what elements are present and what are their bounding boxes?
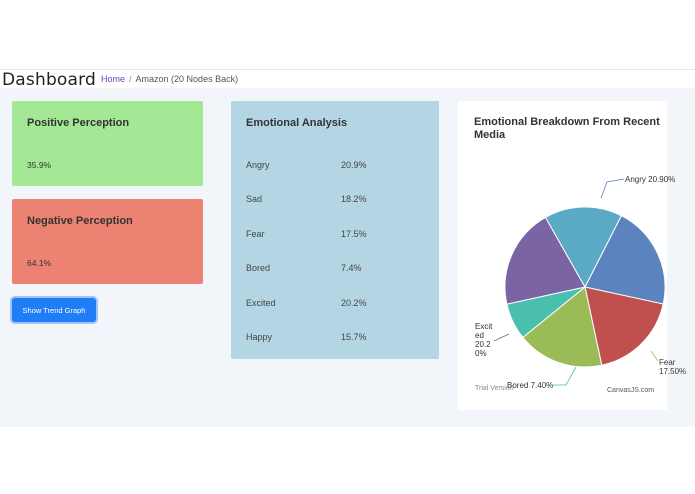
breadcrumb-current: Amazon (20 Nodes Back) xyxy=(135,74,239,84)
excited-label-line-1: Excit xyxy=(475,322,493,331)
emotion-name: Happy xyxy=(246,332,273,342)
negative-perception-value: 64.1% xyxy=(27,258,52,268)
emotion-row: Angry 20.9% xyxy=(246,160,426,174)
pie-slice-angry[interactable] xyxy=(584,215,666,305)
emotion-percent: 18.2% xyxy=(341,194,367,204)
breadcrumb-home-link[interactable]: Home xyxy=(101,74,126,84)
pie-slice-fear[interactable] xyxy=(522,286,603,368)
bored-data-label: Bored 7.40% xyxy=(507,381,553,390)
negative-perception-label: Negative Perception xyxy=(27,215,133,227)
canvasjs-credit-link[interactable]: CanvasJS.com xyxy=(607,387,655,394)
excited-label-line-4: 0% xyxy=(475,349,487,358)
emotion-name: Sad xyxy=(246,194,263,204)
excited-data-label: Excit ed 20.2 0% xyxy=(475,322,495,358)
positive-perception-label: Positive Perception xyxy=(27,117,130,129)
pie-slice-happy[interactable] xyxy=(544,206,622,289)
emotion-row: Excited 20.2% xyxy=(246,298,426,312)
negative-perception-card: Negative Perception 64.1% xyxy=(12,199,203,284)
emotion-row: Bored 7.4% xyxy=(246,263,426,277)
pie-leader-lines xyxy=(493,178,659,386)
emotion-percent: 20.2% xyxy=(341,298,367,308)
emotion-row: Fear 17.5% xyxy=(246,229,426,243)
excited-label-line-3: 20.2 xyxy=(475,340,491,349)
emotional-breakdown-chart-card: Emotional Breakdown From Recent Media An… xyxy=(458,101,686,410)
dashboard-app: Dashboard Home / Amazon (20 Nodes Back) Po… xyxy=(0,69,695,427)
top-bar: Dashboard Home / Amazon (20 Nodes Back) xyxy=(0,70,695,90)
pie-chart: Angry 20.90% Fear 17.50% Bored 7.40% Exc… xyxy=(475,175,686,390)
breadcrumb: Home / Amazon (20 Nodes Back) xyxy=(101,74,238,84)
emotion-row: Sad 18.2% xyxy=(246,194,426,208)
emotional-analysis-title: Emotional Analysis xyxy=(246,117,348,129)
angry-data-label: Angry 20.90% xyxy=(625,175,675,184)
excited-leader-line xyxy=(493,333,510,342)
emotion-name: Fear xyxy=(246,229,265,239)
positive-perception-card: Positive Perception 35.9% xyxy=(12,101,203,186)
fear-leader-line xyxy=(650,350,659,362)
emotional-analysis-card: Emotional Analysis Angry 20.9% Sad 18.2%… xyxy=(231,101,439,359)
fear-data-label: Fear 17.50% xyxy=(659,358,686,376)
emotion-name: Excited xyxy=(246,298,276,308)
fear-label-line-1: Fear xyxy=(659,358,676,367)
pie-slice-sad[interactable] xyxy=(584,286,664,366)
excited-label-line-2: ed xyxy=(475,331,484,340)
emotion-percent: 15.7% xyxy=(341,332,367,342)
emotion-percent: 17.5% xyxy=(341,229,367,239)
emotion-percent: 7.4% xyxy=(341,263,362,273)
pie-chart-title: Emotional Breakdown From Recent Media xyxy=(474,116,660,141)
positive-perception-value: 35.9% xyxy=(27,160,52,170)
trial-version-watermark: Trial Version xyxy=(475,385,514,392)
show-trend-graph-button[interactable]: Show Trend Graph xyxy=(12,298,96,322)
fear-label-line-2: 17.50% xyxy=(659,367,686,376)
pie-slice-excited[interactable] xyxy=(504,216,586,305)
emotion-row: Happy 15.7% xyxy=(246,332,426,346)
emotion-name: Angry xyxy=(246,160,270,170)
breadcrumb-separator: / xyxy=(129,74,132,84)
bored-leader-line xyxy=(552,366,577,386)
emotion-name: Bored xyxy=(246,263,271,273)
emotion-percent: 20.9% xyxy=(341,160,367,170)
page-title: Dashboard xyxy=(2,70,97,90)
angry-leader-line xyxy=(600,178,625,199)
